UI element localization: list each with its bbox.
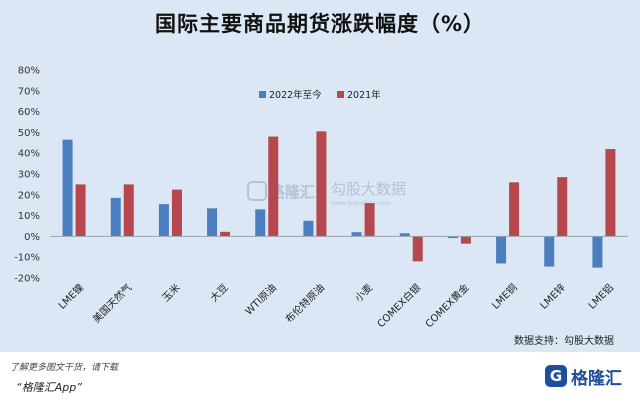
x-tick-label: 布伦特原油 <box>282 281 327 326</box>
y-tick-label: 0% <box>24 232 40 243</box>
bar-year-2021 <box>316 131 327 237</box>
bar-ytd-2022 <box>62 139 73 237</box>
bar-ytd-2022 <box>110 197 121 237</box>
x-tick-label: 美国天然气 <box>90 281 135 326</box>
y-tick-label: 10% <box>18 211 40 222</box>
bar-year-2021 <box>268 136 279 237</box>
x-tick-label: LME铝 <box>586 282 616 312</box>
y-tick-label: 80% <box>18 66 40 77</box>
logo-icon: G <box>545 365 567 387</box>
y-tick-label: 60% <box>18 107 40 118</box>
bar-year-2021 <box>412 236 423 262</box>
brand-logo: G 格隆汇 <box>545 364 622 389</box>
footer: 了解更多图文干货，请下载 “格隆汇App” G 格隆汇 <box>0 352 640 408</box>
bar-ytd-2022 <box>496 236 507 264</box>
bar-year-2021 <box>123 184 134 237</box>
watermark: 格隆汇 勾股大数据 www.gogudata.com <box>247 180 406 207</box>
bar-ytd-2022 <box>399 233 410 237</box>
watermark-partner: 勾股大数据 <box>331 180 406 198</box>
bar-ytd-2022 <box>351 232 362 237</box>
chart-title: 国际主要商品期货涨跌幅度（%） <box>154 12 486 36</box>
x-tick-label: LME锌 <box>537 281 568 312</box>
bar-year-2021 <box>557 177 568 237</box>
legend-label: 2021年 <box>347 89 381 101</box>
bar-year-2021 <box>364 203 375 237</box>
bar-ytd-2022 <box>255 209 266 237</box>
y-tick-label: 40% <box>18 149 40 160</box>
bar-ytd-2022 <box>592 236 603 268</box>
legend-swatch <box>259 91 266 98</box>
x-axis: LME镍 美国天然气 玉米 大豆 WTI原油 布伦特原油 小麦 COMEX白银 COMEX黄金 L… <box>50 235 628 330</box>
bars <box>62 131 616 268</box>
y-tick-label: -10% <box>14 253 40 264</box>
bar-year-2021 <box>605 149 616 237</box>
bar-year-2021 <box>220 231 231 237</box>
x-tick-label: LME镍 <box>55 281 86 312</box>
legend: 2022年至今 2021年 <box>259 89 381 101</box>
bar-year-2021 <box>171 189 182 237</box>
logo-name: 格隆汇 <box>571 368 622 389</box>
x-tick-label: COMEX黄金 <box>422 281 471 330</box>
bar-ytd-2022 <box>207 208 218 237</box>
watermark-url: www.gogudata.com <box>331 200 391 207</box>
x-tick-label: 小麦 <box>353 282 376 305</box>
download-note: 了解更多图文干货，请下载 <box>10 363 119 373</box>
x-tick-label: LME铜 <box>490 282 520 312</box>
x-tick-label: 玉米 <box>159 281 182 304</box>
bar-ytd-2022 <box>158 204 169 237</box>
bar-year-2021 <box>75 184 86 237</box>
bar-chart: 格隆汇 勾股大数据 www.gogudata.com -20% -10% 0% 10%… <box>14 66 628 330</box>
bar-ytd-2022 <box>303 220 314 237</box>
app-name: “格隆汇App” <box>16 381 82 394</box>
watermark-logo-mark <box>247 181 267 201</box>
y-tick-label: 20% <box>18 190 40 201</box>
bar-ytd-2022 <box>447 236 458 239</box>
x-tick-label: COMEX白银 <box>374 281 423 330</box>
watermark-brand: 格隆汇 <box>270 183 315 201</box>
legend-label: 2022年至今 <box>269 89 322 101</box>
y-axis: -20% -10% 0% 10% 20% 30% 40% 50% 60% 70% 80% <box>14 66 40 285</box>
y-tick-label: 30% <box>18 170 40 181</box>
bar-ytd-2022 <box>544 236 555 267</box>
legend-swatch <box>337 91 344 98</box>
y-tick-label: 50% <box>18 128 40 139</box>
x-tick-label: WTI原油 <box>242 281 279 318</box>
data-source: 数据支持：勾股大数据 <box>514 336 614 347</box>
x-tick-label: 大豆 <box>207 281 230 304</box>
y-tick-label: -20% <box>14 274 40 285</box>
bar-year-2021 <box>460 236 471 244</box>
bar-year-2021 <box>509 182 520 237</box>
y-tick-label: 70% <box>18 86 40 97</box>
